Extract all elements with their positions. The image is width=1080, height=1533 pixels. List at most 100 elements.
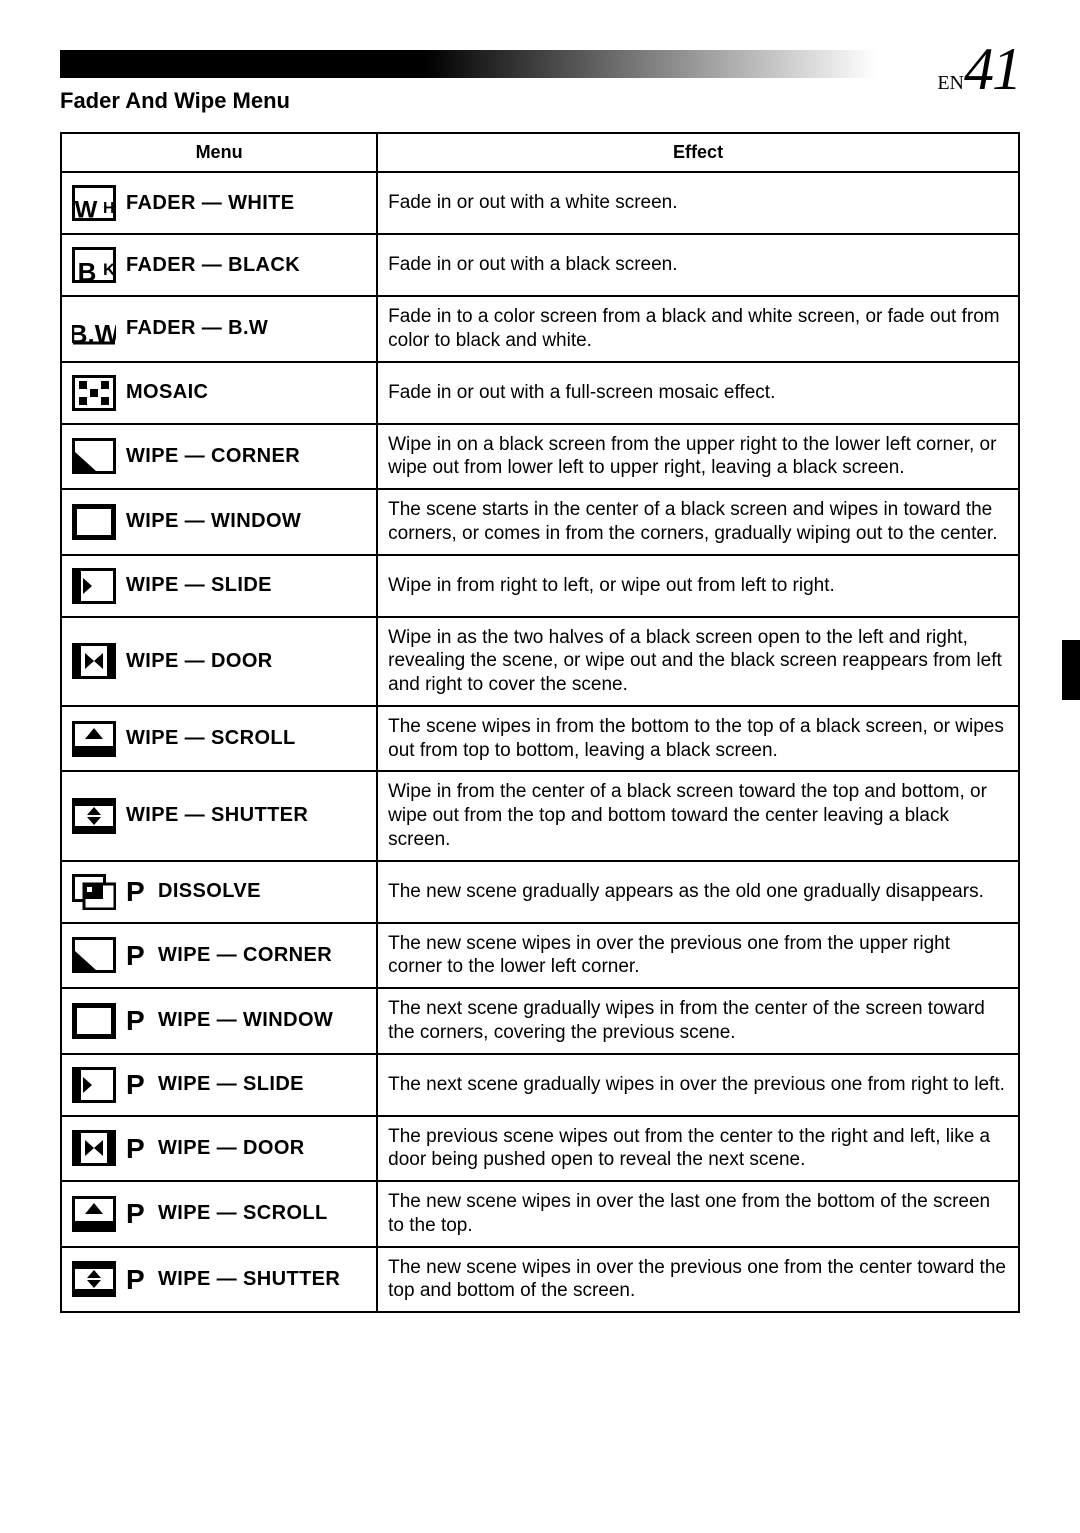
menu-cell: WIPE — SCROLL: [61, 706, 377, 772]
window-icon: [72, 504, 116, 540]
menu-label: WIPE — SLIDE: [158, 1072, 304, 1097]
table-row: P WIPE — CORNER The new scene wipes in ove…: [61, 923, 1019, 989]
table-header-effect: Effect: [377, 133, 1019, 172]
table-row: WIPE — CORNER Wipe in on a black screen f…: [61, 424, 1019, 490]
menu-cell: WIPE — DOOR: [61, 617, 377, 706]
table-row: WIPE — SCROLL The scene wipes in from the…: [61, 706, 1019, 772]
table-row: FADER — WHITE Fade in or out with a white…: [61, 172, 1019, 234]
menu-cell: WIPE — CORNER: [61, 424, 377, 490]
shutter-icon: [72, 798, 116, 834]
menu-label: WIPE — DOOR: [126, 649, 273, 674]
p-flag: P: [126, 1196, 148, 1231]
menu-cell: WIPE — WINDOW: [61, 489, 377, 555]
table-row: FADER — BLACK Fade in or out with a black…: [61, 234, 1019, 296]
menu-cell: FADER — WHITE: [61, 172, 377, 234]
table-row: WIPE — SLIDE Wipe in from right to left, …: [61, 555, 1019, 617]
menu-label: WIPE — DOOR: [158, 1136, 305, 1161]
fader-wipe-table: Menu Effect FADER — WHITE Fade in or out …: [60, 132, 1020, 1313]
table-row: WIPE — DOOR Wipe in as the two halves of …: [61, 617, 1019, 706]
slide-icon: [72, 1067, 116, 1103]
effect-cell: The new scene wipes in over the last one…: [377, 1181, 1019, 1247]
effect-cell: The new scene wipes in over the previous…: [377, 1247, 1019, 1313]
menu-cell: P WIPE — SLIDE: [61, 1054, 377, 1116]
bw-icon: [72, 311, 116, 347]
table-row: P WIPE — DOOR The previous scene wipes out…: [61, 1116, 1019, 1182]
menu-label: WIPE — SLIDE: [126, 573, 272, 598]
menu-cell: P WIPE — CORNER: [61, 923, 377, 989]
table-header-menu: Menu: [61, 133, 377, 172]
table-row: P WIPE — SCROLL The new scene wipes in ove…: [61, 1181, 1019, 1247]
table-row: WIPE — WINDOW The scene starts in the cen…: [61, 489, 1019, 555]
effect-cell: The new scene wipes in over the previous…: [377, 923, 1019, 989]
effect-cell: The scene wipes in from the bottom to th…: [377, 706, 1019, 772]
p-flag: P: [126, 1067, 148, 1102]
menu-label: WIPE — SHUTTER: [126, 803, 308, 828]
effect-cell: Wipe in on a black screen from the upper…: [377, 424, 1019, 490]
p-flag: P: [126, 874, 148, 909]
table-row: FADER — B.W Fade in to a color screen fro…: [61, 296, 1019, 362]
scroll-icon: [72, 1196, 116, 1232]
effect-cell: The next scene gradually wipes in over t…: [377, 1054, 1019, 1116]
menu-cell: FADER — B.W: [61, 296, 377, 362]
menu-cell: WIPE — SLIDE: [61, 555, 377, 617]
menu-cell: WIPE — SHUTTER: [61, 771, 377, 860]
table-row: MOSAICFade in or out with a full-screen …: [61, 362, 1019, 424]
p-flag: P: [126, 1003, 148, 1038]
effect-cell: Wipe in as the two halves of a black scr…: [377, 617, 1019, 706]
mosaic-icon: [72, 375, 116, 411]
menu-cell: P DISSOLVE: [61, 861, 377, 923]
effect-cell: Fade in or out with a white screen.: [377, 172, 1019, 234]
corner-icon: [72, 438, 116, 474]
menu-label: FADER — B.W: [126, 316, 268, 341]
p-flag: P: [126, 1131, 148, 1166]
page-number-prefix: EN: [937, 72, 964, 94]
table-row: P WIPE — SHUTTER The new scene wipes in ov…: [61, 1247, 1019, 1313]
header-gradient-bar: [60, 50, 1020, 78]
menu-label: WIPE — SCROLL: [126, 726, 296, 751]
page-number: EN41: [937, 35, 1020, 104]
menu-cell: P WIPE — DOOR: [61, 1116, 377, 1182]
table-row: WIPE — SHUTTER Wipe in from the center of…: [61, 771, 1019, 860]
side-tab-marker: [1062, 640, 1080, 700]
p-flag: P: [126, 938, 148, 973]
effect-cell: Wipe in from the center of a black scree…: [377, 771, 1019, 860]
slide-icon: [72, 568, 116, 604]
corner-icon: [72, 937, 116, 973]
p-flag: P: [126, 1262, 148, 1297]
menu-label: FADER — BLACK: [126, 253, 300, 278]
section-title: Fader And Wipe Menu: [60, 88, 1020, 114]
menu-label: MOSAIC: [126, 380, 208, 405]
menu-label: FADER — WHITE: [126, 191, 295, 216]
effect-cell: Fade in to a color screen from a black a…: [377, 296, 1019, 362]
menu-label: WIPE — CORNER: [126, 444, 300, 469]
effect-cell: The new scene gradually appears as the o…: [377, 861, 1019, 923]
effect-cell: Wipe in from right to left, or wipe out …: [377, 555, 1019, 617]
door-icon: [72, 1130, 116, 1166]
menu-label: WIPE — SCROLL: [158, 1201, 328, 1226]
table-row: P WIPE — SLIDE The next scene gradually wi…: [61, 1054, 1019, 1116]
menu-label: WIPE — WINDOW: [126, 509, 301, 534]
menu-label: WIPE — CORNER: [158, 943, 332, 968]
scroll-icon: [72, 721, 116, 757]
menu-label: WIPE — WINDOW: [158, 1008, 333, 1033]
menu-label: WIPE — SHUTTER: [158, 1267, 340, 1292]
dissolve-icon: [72, 874, 116, 910]
page-number-value: 41: [964, 36, 1020, 102]
effect-cell: The scene starts in the center of a blac…: [377, 489, 1019, 555]
window-icon: [72, 1003, 116, 1039]
door-icon: [72, 643, 116, 679]
menu-cell: P WIPE — SHUTTER: [61, 1247, 377, 1313]
effect-cell: The previous scene wipes out from the ce…: [377, 1116, 1019, 1182]
table-row: P DISSOLVE The new scene gradually appears…: [61, 861, 1019, 923]
menu-label: DISSOLVE: [158, 879, 261, 904]
wh-icon: [72, 185, 116, 221]
menu-cell: FADER — BLACK: [61, 234, 377, 296]
menu-cell: MOSAIC: [61, 362, 377, 424]
bk-icon: [72, 247, 116, 283]
menu-cell: P WIPE — SCROLL: [61, 1181, 377, 1247]
table-row: P WIPE — WINDOW The next scene gradually w…: [61, 988, 1019, 1054]
shutter-icon: [72, 1261, 116, 1297]
effect-cell: Fade in or out with a black screen.: [377, 234, 1019, 296]
menu-cell: P WIPE — WINDOW: [61, 988, 377, 1054]
effect-cell: The next scene gradually wipes in from t…: [377, 988, 1019, 1054]
